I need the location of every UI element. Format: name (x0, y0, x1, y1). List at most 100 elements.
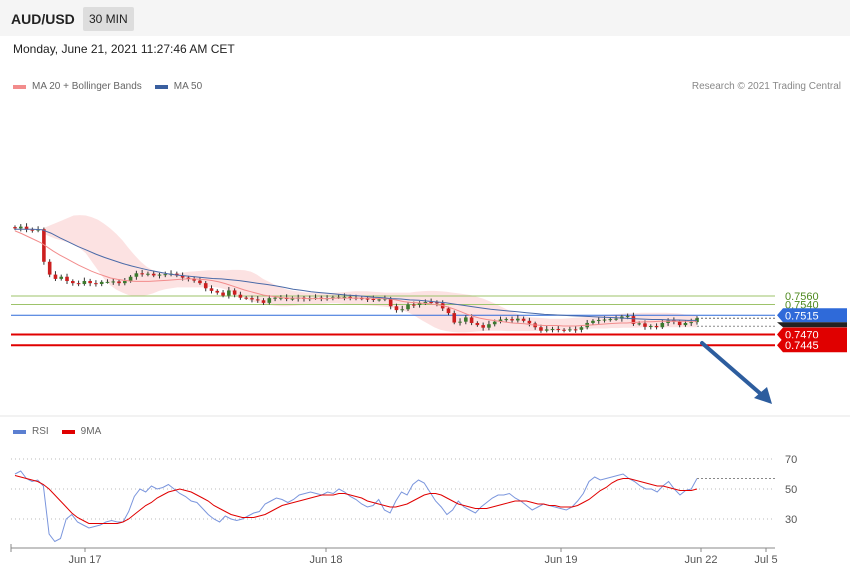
candle-body (53, 274, 58, 279)
candle-body (550, 328, 555, 330)
ma50-swatch (154, 84, 168, 89)
rsi-tick-30: 30 (785, 514, 797, 526)
candle-body (464, 317, 468, 322)
candle-body (521, 318, 526, 321)
candle-body (400, 309, 405, 311)
candle-body (492, 321, 497, 325)
candle-body (70, 281, 75, 284)
bollinger-fill (43, 215, 697, 333)
candle-body (573, 329, 578, 331)
candle-body (371, 298, 376, 300)
level-tag-0.7515 (777, 308, 847, 323)
rsi-tick-70: 70 (785, 454, 797, 466)
candle-body (435, 302, 439, 304)
candle-body (146, 273, 150, 275)
last-price-tag (777, 322, 847, 328)
candle-body (417, 302, 422, 305)
candle-body (614, 318, 618, 320)
candle-body (625, 316, 630, 318)
candle-body (215, 290, 220, 293)
candle-body (123, 281, 127, 284)
candle-body (128, 276, 133, 282)
candle-body (596, 319, 601, 321)
candle-body (261, 300, 266, 303)
candle-body (539, 327, 543, 331)
level-tag-0.7445 (777, 338, 847, 353)
candle-body (209, 288, 214, 291)
candle-body (290, 298, 295, 300)
candle-body (267, 298, 272, 303)
candle-body (198, 280, 202, 284)
ma50-legend-label: MA 50 (173, 81, 203, 92)
candle-body (648, 325, 653, 327)
candle-body (544, 329, 549, 331)
rsi-legend: RSI 9MA (13, 426, 101, 437)
candle-body (244, 297, 248, 299)
candle-body (423, 301, 428, 303)
candle-body (677, 321, 682, 326)
x-axis: Jun 17 Jun 18 Jun 19 Jun 22 Jul 5 (10, 544, 778, 566)
candle-body (279, 297, 283, 299)
ma20-swatch (13, 84, 26, 89)
candle-body (429, 301, 433, 303)
candle-body (475, 322, 480, 326)
x-tick-label: Jun 18 (309, 554, 342, 566)
candle-body (660, 322, 665, 328)
candle-body (579, 327, 584, 330)
candle-body (65, 276, 69, 282)
rsi-line (14, 470, 698, 543)
level-lines (11, 295, 775, 347)
candle-body (359, 298, 364, 300)
candle-body (689, 322, 694, 324)
rsi-ma-line (14, 475, 698, 524)
candle-body (157, 274, 162, 276)
arrow-head (754, 387, 772, 404)
candle-body (117, 281, 121, 284)
timeframe-button[interactable]: 30 MIN (83, 7, 134, 31)
level-label-0.7560: 0.7560 (785, 291, 819, 303)
candle-body (238, 294, 243, 298)
candle-body (591, 320, 595, 323)
candle-body (348, 296, 353, 298)
candle-body (30, 229, 35, 231)
x-tick-label: Jun 17 (68, 554, 101, 566)
ma20-line (14, 230, 697, 327)
candle-body (111, 281, 116, 283)
ma-lines (14, 228, 697, 327)
candle-body (151, 273, 156, 276)
candle-body (487, 324, 491, 328)
candle-body (24, 226, 29, 230)
candle-body (394, 306, 399, 311)
candle-body (498, 319, 503, 322)
candle-body (452, 313, 457, 323)
candle-body (608, 319, 613, 321)
rsi-legend-label: RSI (32, 426, 49, 437)
ma50-line (15, 228, 697, 321)
candle-body (516, 318, 520, 321)
x-tick-label: Jun 22 (684, 554, 717, 566)
candle-body (377, 299, 381, 301)
candle-body (527, 320, 532, 324)
candle-body (469, 317, 474, 323)
candle-body (94, 283, 98, 285)
rsi-swatch (13, 429, 26, 434)
candle-body (47, 261, 52, 275)
main-legend: MA 20 + Bollinger Bands MA 50 (13, 81, 202, 92)
candle-body (556, 328, 561, 330)
symbol-label: AUD/USD (11, 11, 75, 27)
candle-body (13, 227, 17, 229)
candle-body (232, 290, 237, 295)
candle-body (88, 281, 92, 284)
candle-body (683, 322, 688, 326)
x-tick-label: Jun 19 (544, 554, 577, 566)
candle-body (631, 316, 636, 324)
level-label-0.7515: 0.7515 (785, 310, 819, 322)
candle-body (76, 283, 81, 285)
candle-body (273, 297, 277, 299)
candle-body (180, 275, 185, 278)
candle-body (255, 299, 260, 301)
candle-body (388, 298, 393, 307)
candle-body (643, 323, 647, 327)
candle-body (140, 273, 144, 275)
